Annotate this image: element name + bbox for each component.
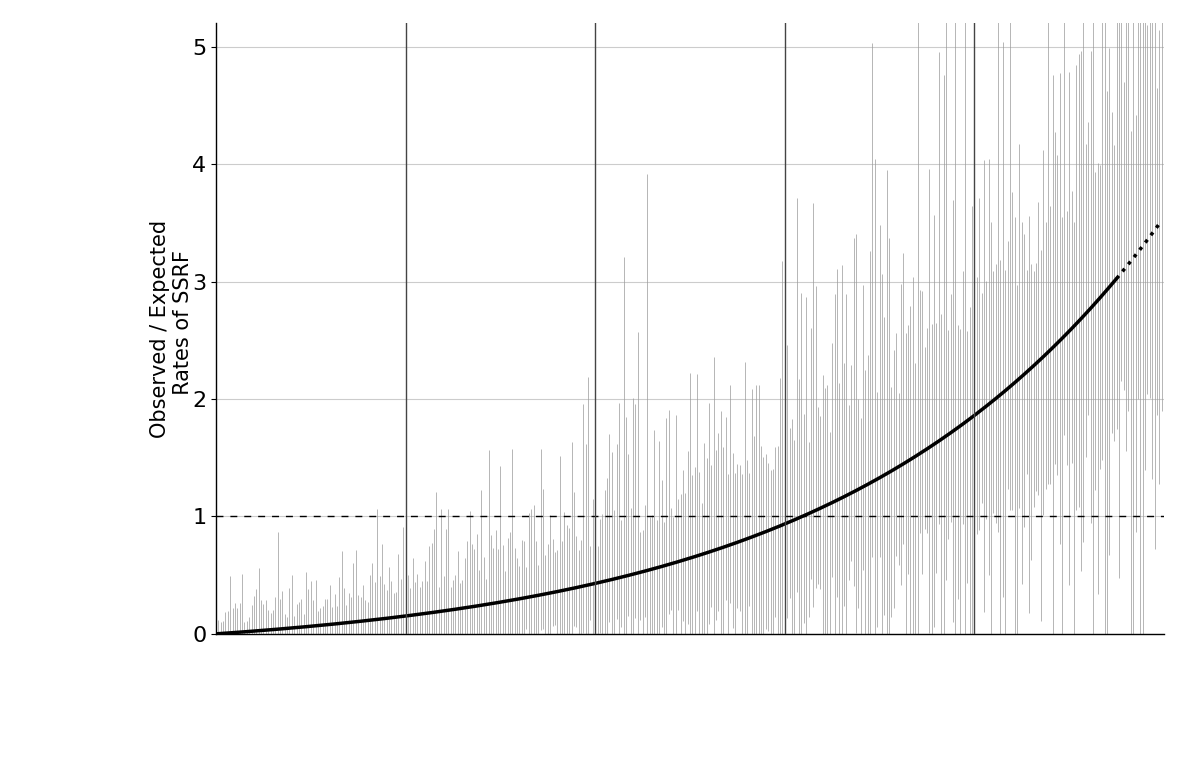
Y-axis label: Observed / Expected
  Rates of SSRF: Observed / Expected Rates of SSRF [150, 220, 193, 438]
